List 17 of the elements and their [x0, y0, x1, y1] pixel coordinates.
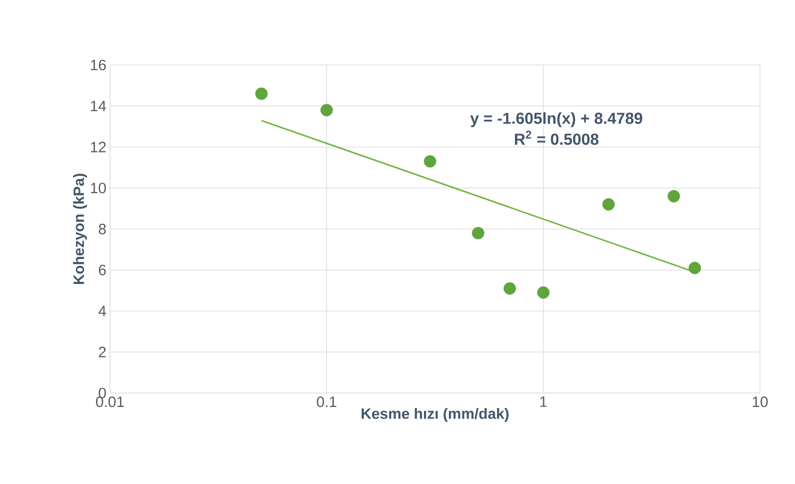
x-tick-label: 0.01 — [96, 396, 124, 408]
y-tick-label: 2 — [98, 346, 106, 358]
x-tick-label: 10 — [752, 396, 768, 408]
y-tick-label: 16 — [90, 60, 106, 70]
y-tick-label: 10 — [90, 182, 106, 194]
y-tick-label: 4 — [98, 306, 106, 316]
x-tick-label: 0.1 — [316, 396, 336, 408]
y-tick-label: 6 — [98, 264, 106, 276]
y-tick-label: 8 — [98, 224, 106, 234]
annotation: y = -1.605ln(x) + 8.4789 — [470, 112, 642, 128]
y-tick-label: 14 — [90, 100, 106, 112]
y-tick-label: 0 — [98, 388, 106, 398]
x-axis-title: Kesme hızı (mm/dak) — [362, 408, 509, 422]
y-tick-label: 12 — [90, 142, 106, 152]
x-tick-label: 1 — [540, 396, 547, 407]
y-axis-title: Kohezyon (kPa) — [73, 174, 88, 284]
annotation: R$^{2}$ = 0.5008 — [514, 130, 599, 145]
